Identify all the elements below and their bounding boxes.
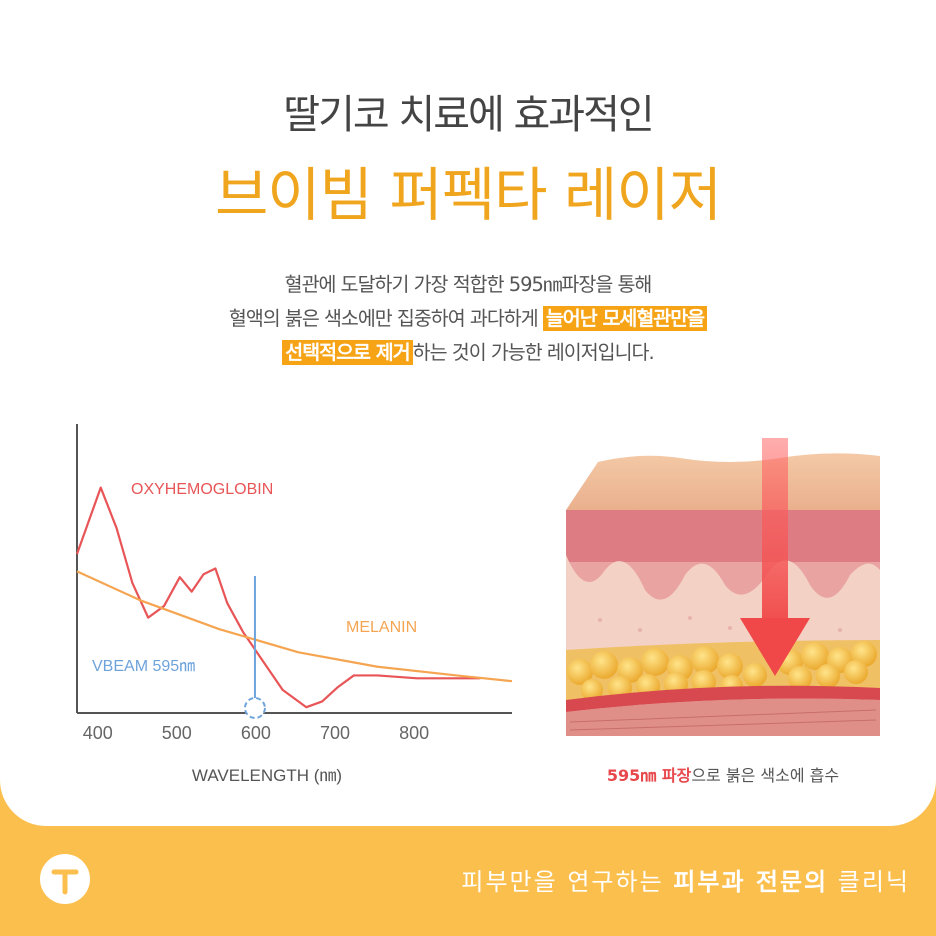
footer-tagline: 피부만을 연구하는 피부과 전문의 클리닉 xyxy=(461,862,910,897)
fat-cell xyxy=(617,657,643,683)
lower-tissue xyxy=(566,698,880,736)
fat-cell xyxy=(567,659,593,685)
fat-cell xyxy=(844,660,868,684)
description-line3-text: 하는 것이 가능한 레이저입니다. xyxy=(412,341,655,364)
highlight-selective-removal: 선택적으로 제거 xyxy=(282,340,413,365)
skin-caption-text: 으로 붉은 색소에 흡수 xyxy=(691,766,840,785)
footer-text-regular: 피부만을 연구하는 xyxy=(461,868,674,896)
absorption-chart: OXYHEMOGLOBIN MELANIN VBEAM 595㎚ 400 500 600… xyxy=(75,424,513,785)
laser-arrow-head xyxy=(740,618,810,676)
skin-caption-highlight: 595㎚ 파장 xyxy=(606,766,692,785)
fat-cells xyxy=(567,641,877,701)
x-tick-label: 500 xyxy=(162,723,192,743)
laser-arrow-shaft xyxy=(762,438,788,620)
description-line2: 혈액의 붉은 색소에만 집중하여 과다하게 늘어난 모세혈관만을 xyxy=(0,302,936,336)
fat-cell xyxy=(816,664,840,688)
skin-caption: 595㎚ 파장으로 붉은 색소에 흡수 xyxy=(566,762,880,786)
content-card: 딸기코 치료에 효과적인 브이빔 퍼펙타 레이저 혈관에 도달하기 가장 적합한… xyxy=(0,0,936,826)
fat-cell xyxy=(691,646,719,674)
fat-cell xyxy=(590,651,618,679)
description-line2-text: 혈액의 붉은 색소에만 집중하여 과다하게 xyxy=(228,307,543,330)
x-tick-label: 800 xyxy=(399,723,429,743)
description-line3: 선택적으로 제거 하는 것이 가능한 레이저입니다. xyxy=(0,336,936,370)
vbeam-label: VBEAM 595㎚ xyxy=(92,658,195,675)
tissue-lines xyxy=(569,709,877,731)
series-label-melanin: MELANIN xyxy=(346,619,417,636)
fat-cell xyxy=(788,666,812,690)
x-tick-label: 400 xyxy=(83,723,113,743)
fat-cell xyxy=(581,679,603,701)
x-axis-label: WAVELENGTH (㎚) xyxy=(192,766,342,785)
highlight-capillaries: 늘어난 모세혈관만을 xyxy=(542,306,708,331)
skin-surface xyxy=(566,453,880,510)
fat-cell xyxy=(641,648,669,676)
clinic-logo xyxy=(40,854,90,904)
fat-cell xyxy=(743,663,767,687)
footer-text-bold: 피부과 전문의 xyxy=(673,868,829,896)
title-line2: 브이빔 퍼펙타 레이저 xyxy=(214,161,722,229)
series-line-melanin xyxy=(76,570,513,683)
fat-cell xyxy=(801,642,829,670)
vbeam-marker-circle xyxy=(243,697,266,719)
x-tick-label: 600 xyxy=(241,723,271,743)
series-label-oxyhemoglobin: OXYHEMOGLOBIN xyxy=(131,481,273,498)
epidermis-layer xyxy=(566,510,880,562)
logo-t-icon xyxy=(51,869,79,895)
description: 혈관에 도달하기 가장 적합한 595㎚파장을 통해 혈액의 붉은 색소에만 집… xyxy=(0,268,936,370)
fat-cell xyxy=(717,653,743,679)
x-tick-label: 700 xyxy=(320,723,350,743)
footer-text-end: 클리닉 xyxy=(828,868,910,896)
blood-vessel xyxy=(566,685,880,712)
skin-illustration xyxy=(566,438,880,736)
series-line-oxyhemoglobin xyxy=(75,486,481,709)
description-line1: 혈관에 도달하기 가장 적합한 595㎚파장을 통해 xyxy=(284,273,653,296)
title-line1: 딸기코 치료에 효과적인 xyxy=(283,92,654,138)
